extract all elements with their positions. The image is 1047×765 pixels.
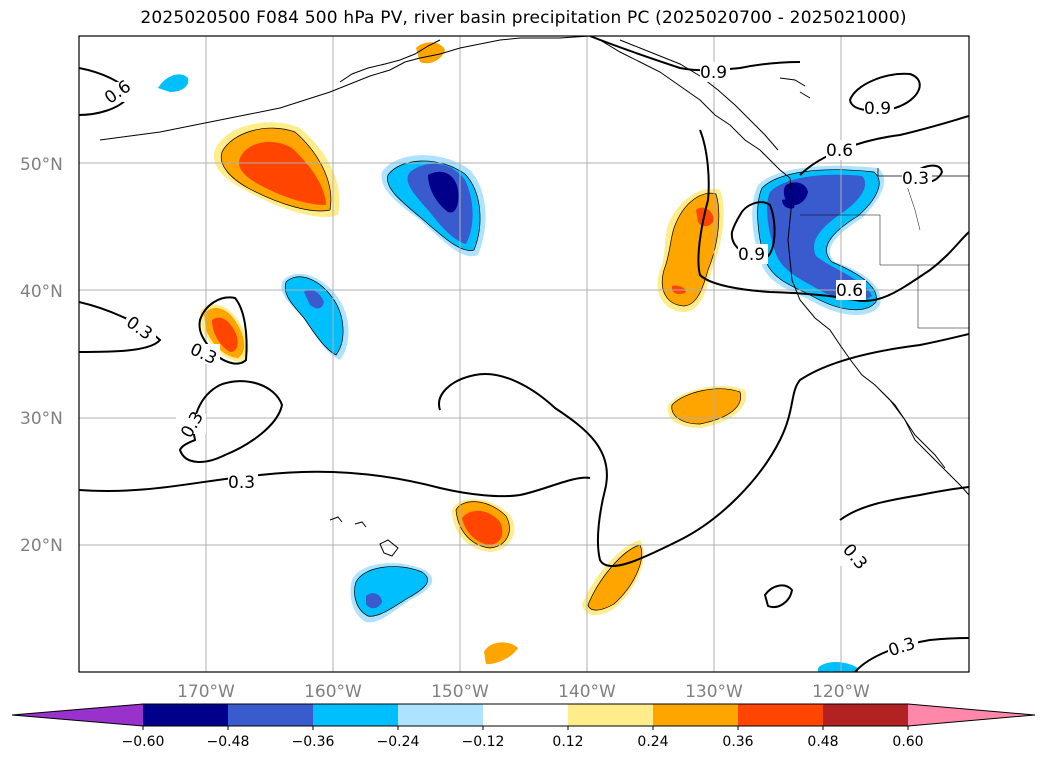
lat-tick-label: 40°N <box>20 282 63 302</box>
positive-patch-offshore <box>667 385 746 428</box>
colorbar-tick-label: −0.12 <box>462 734 505 750</box>
lat-tick-label: 20°N <box>20 536 63 556</box>
contour-03-loop <box>178 380 284 463</box>
contour-03-west <box>79 301 162 353</box>
colorbar-tick-label: −0.24 <box>377 734 420 750</box>
lon-tick-label: 160°W <box>304 682 362 702</box>
contour-03-central <box>438 333 969 568</box>
positive-patch-south <box>484 642 518 665</box>
lon-tick-labels: 170°W 160°W 150°W 140°W 130°W 120°W <box>177 682 870 702</box>
colorbar-bin <box>228 704 313 726</box>
colorbar-tick-label: 0.60 <box>892 734 923 750</box>
lat-tick-label: 50°N <box>20 155 63 175</box>
contour-03-subtropical <box>79 470 591 498</box>
negative-patch-hawaii <box>350 563 433 623</box>
negative-patch-west <box>281 273 349 360</box>
lat-tick-labels: 50°N 40°N 30°N 20°N <box>20 155 63 556</box>
contour-label: 0.9 <box>738 245 765 265</box>
colorbar-extend-low <box>12 704 143 726</box>
colorbar-tick-label: −0.60 <box>122 734 165 750</box>
positive-patch-alaska <box>416 42 445 64</box>
positive-patch-southeast <box>582 540 644 616</box>
map-panel: 0.9 0.9 0.6 0.6 0.6 0.3 0.3 0.3 0.3 0.3 <box>78 35 970 673</box>
contour-03-southeast <box>839 486 969 521</box>
lon-tick-label: 170°W <box>177 682 235 702</box>
colorbar-bin <box>738 704 823 726</box>
positive-patch-hawaii-east <box>452 499 515 552</box>
colorbar-bin <box>398 704 483 726</box>
positive-patch-nw <box>213 122 340 218</box>
colorbar-tick-label: −0.48 <box>207 734 250 750</box>
lat-tick-label: 30°N <box>20 409 63 429</box>
lon-tick-label: 120°W <box>812 682 870 702</box>
positive-patch-west <box>200 304 249 362</box>
contour-label: 0.3 <box>902 169 929 189</box>
lon-tick-label: 140°W <box>558 682 616 702</box>
lon-tick-label: 150°W <box>431 682 489 702</box>
precipitation-shading <box>158 42 885 672</box>
colorbar-bin <box>483 704 568 726</box>
contour-label: 0.6 <box>836 281 863 301</box>
contour-label: 0.9 <box>864 99 891 119</box>
colorbar-tick-label: −0.36 <box>292 734 335 750</box>
colorbar-bin <box>313 704 398 726</box>
negative-patch-small-nw <box>158 74 189 92</box>
contour-06-ne <box>799 115 969 176</box>
colorbar-bin <box>568 704 653 726</box>
coastlines <box>99 36 969 557</box>
shading-edges <box>220 127 880 617</box>
colorbar-tick-label: 0.36 <box>722 734 753 750</box>
colorbar-tick-label: 0.12 <box>552 734 583 750</box>
colorbar: −0.60 −0.48 −0.36 −0.24 −0.12 0.12 0.24 0.36 0.4… <box>11 703 1036 750</box>
lon-tick-label: 130°W <box>685 682 743 702</box>
contour-label: 0.6 <box>826 141 853 161</box>
negative-patch-pnw <box>752 165 885 316</box>
colorbar-bin <box>823 704 908 726</box>
contour-label: 0.9 <box>700 63 727 83</box>
map-frame <box>78 35 970 673</box>
colorbar-extend-high <box>908 704 1035 726</box>
contour-06-east <box>697 129 969 302</box>
colorbar-bin <box>653 704 738 726</box>
pv-contours <box>79 36 969 672</box>
contour-label: 0.3 <box>228 473 255 493</box>
colorbar-bin <box>143 704 228 726</box>
colorbar-tick-label: 0.24 <box>637 734 668 750</box>
contour-small-se <box>763 584 794 608</box>
colorbar-tick-label: 0.48 <box>807 734 838 750</box>
map-title: 2025020500 F084 500 hPa PV, river basin … <box>140 8 907 28</box>
contour-03-south <box>854 637 969 672</box>
contour-around-orange-west <box>198 296 248 365</box>
negative-patch-south-edge <box>818 662 858 672</box>
